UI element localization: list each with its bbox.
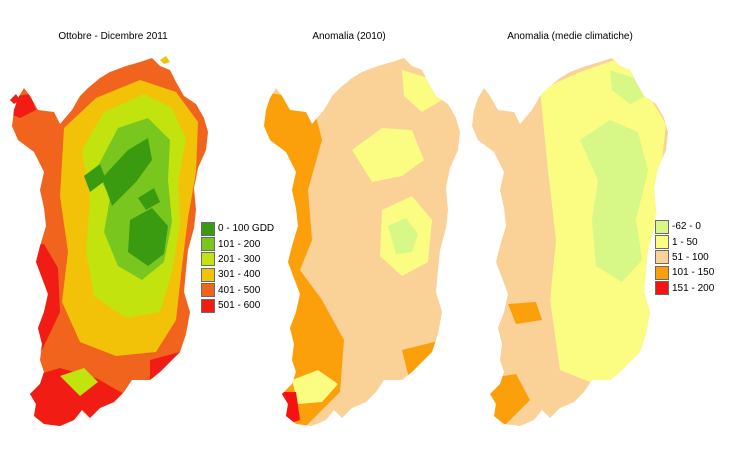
legend-item: 101 - 200 (201, 236, 274, 252)
legend-item: -62 - 0 (655, 219, 714, 234)
legend-swatch (201, 237, 215, 252)
legend-label: -62 - 0 (672, 221, 701, 233)
legend-swatch (655, 250, 669, 265)
map-gdd (0, 56, 208, 440)
title-panel-2: Anomalia (2010) (312, 31, 386, 42)
legend-item: 201 - 300 (201, 252, 274, 267)
legend-item: 101 - 150 (655, 265, 714, 280)
legend-label: 101 - 150 (672, 267, 715, 279)
legend-item: 151 - 200 (655, 281, 714, 296)
legend-swatch (655, 281, 669, 296)
legend-swatch (201, 267, 215, 282)
legend-item: 0 - 100 GDD (201, 221, 274, 236)
title-panel-1: Ottobre - Dicembre 2011 (58, 31, 168, 42)
legend-item: 301 - 400 (201, 267, 274, 282)
legend-item: 1 - 50 (655, 234, 714, 250)
map-anomaly-2010 (252, 58, 460, 440)
legend-label: 501 - 600 (218, 300, 261, 312)
map-anomaly-climate (470, 58, 668, 430)
legend-label: 51 - 100 (672, 251, 709, 263)
legend-item: 51 - 100 (655, 250, 714, 265)
legend-label: 301 - 400 (218, 269, 261, 281)
legend-swatch (201, 252, 215, 267)
legend-swatch (655, 219, 669, 234)
legend-item: 501 - 600 (201, 298, 274, 313)
legend-label: 201 - 300 (218, 253, 261, 265)
legend-item: 401 - 500 (201, 283, 274, 298)
legend-label: 401 - 500 (218, 284, 261, 296)
legend-swatch (655, 235, 669, 250)
legend-label: 101 - 200 (218, 238, 261, 250)
legend-swatch (201, 298, 215, 313)
legend-label: 151 - 200 (672, 282, 715, 294)
legend-gdd: 0 - 100 GDD 101 - 200 201 - 300 301 - 400 40… (201, 221, 274, 313)
title-panel-3: Anomalia (medie climatiche) (507, 31, 633, 42)
legend-swatch (201, 221, 215, 236)
legend-swatch (201, 283, 215, 298)
legend-anomaly: -62 - 0 1 - 50 51 - 100 101 - 150 151 - 200 (655, 219, 714, 296)
legend-swatch (655, 265, 669, 280)
legend-label: 1 - 50 (672, 236, 698, 248)
legend-label: 0 - 100 GDD (218, 223, 275, 235)
